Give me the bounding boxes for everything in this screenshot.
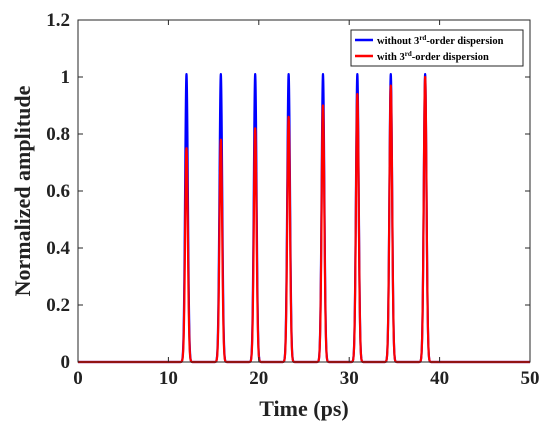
y-tick-label: 0.6 xyxy=(46,181,70,202)
y-tick-label: 0 xyxy=(61,352,71,373)
series-line xyxy=(77,73,531,364)
ticks-layer: 0 10 20 30 40 50 0 0.2 0.4 0.6 0.8 1 1.2 xyxy=(46,10,539,389)
y-tick-label: 1.2 xyxy=(46,10,70,31)
x-tick-label: 30 xyxy=(340,368,359,389)
series-layer xyxy=(77,73,531,364)
x-axis-label: Time (ps) xyxy=(259,396,348,421)
x-tick-label: 50 xyxy=(521,368,540,389)
y-tick-label: 1 xyxy=(61,67,71,88)
y-tick-label: 0.8 xyxy=(46,124,70,145)
legend-label: with 3rd-order dispersion xyxy=(377,50,489,63)
series-line xyxy=(77,75,531,364)
x-tick-label: 0 xyxy=(73,368,83,389)
legend-label: without 3rd-order dispersion xyxy=(377,34,504,47)
legend: without 3rd-order dispersion with 3rd-ord… xyxy=(350,29,524,67)
legend-box xyxy=(350,29,524,67)
x-tick-label: 10 xyxy=(159,368,178,389)
y-axis-label: Normalized amplitude xyxy=(10,85,35,296)
x-tick-label: 40 xyxy=(430,368,449,389)
y-tick-label: 0.2 xyxy=(46,295,70,316)
plot-frame xyxy=(77,19,531,363)
x-tick-label: 20 xyxy=(249,368,268,389)
y-tick-label: 0.4 xyxy=(46,238,70,259)
